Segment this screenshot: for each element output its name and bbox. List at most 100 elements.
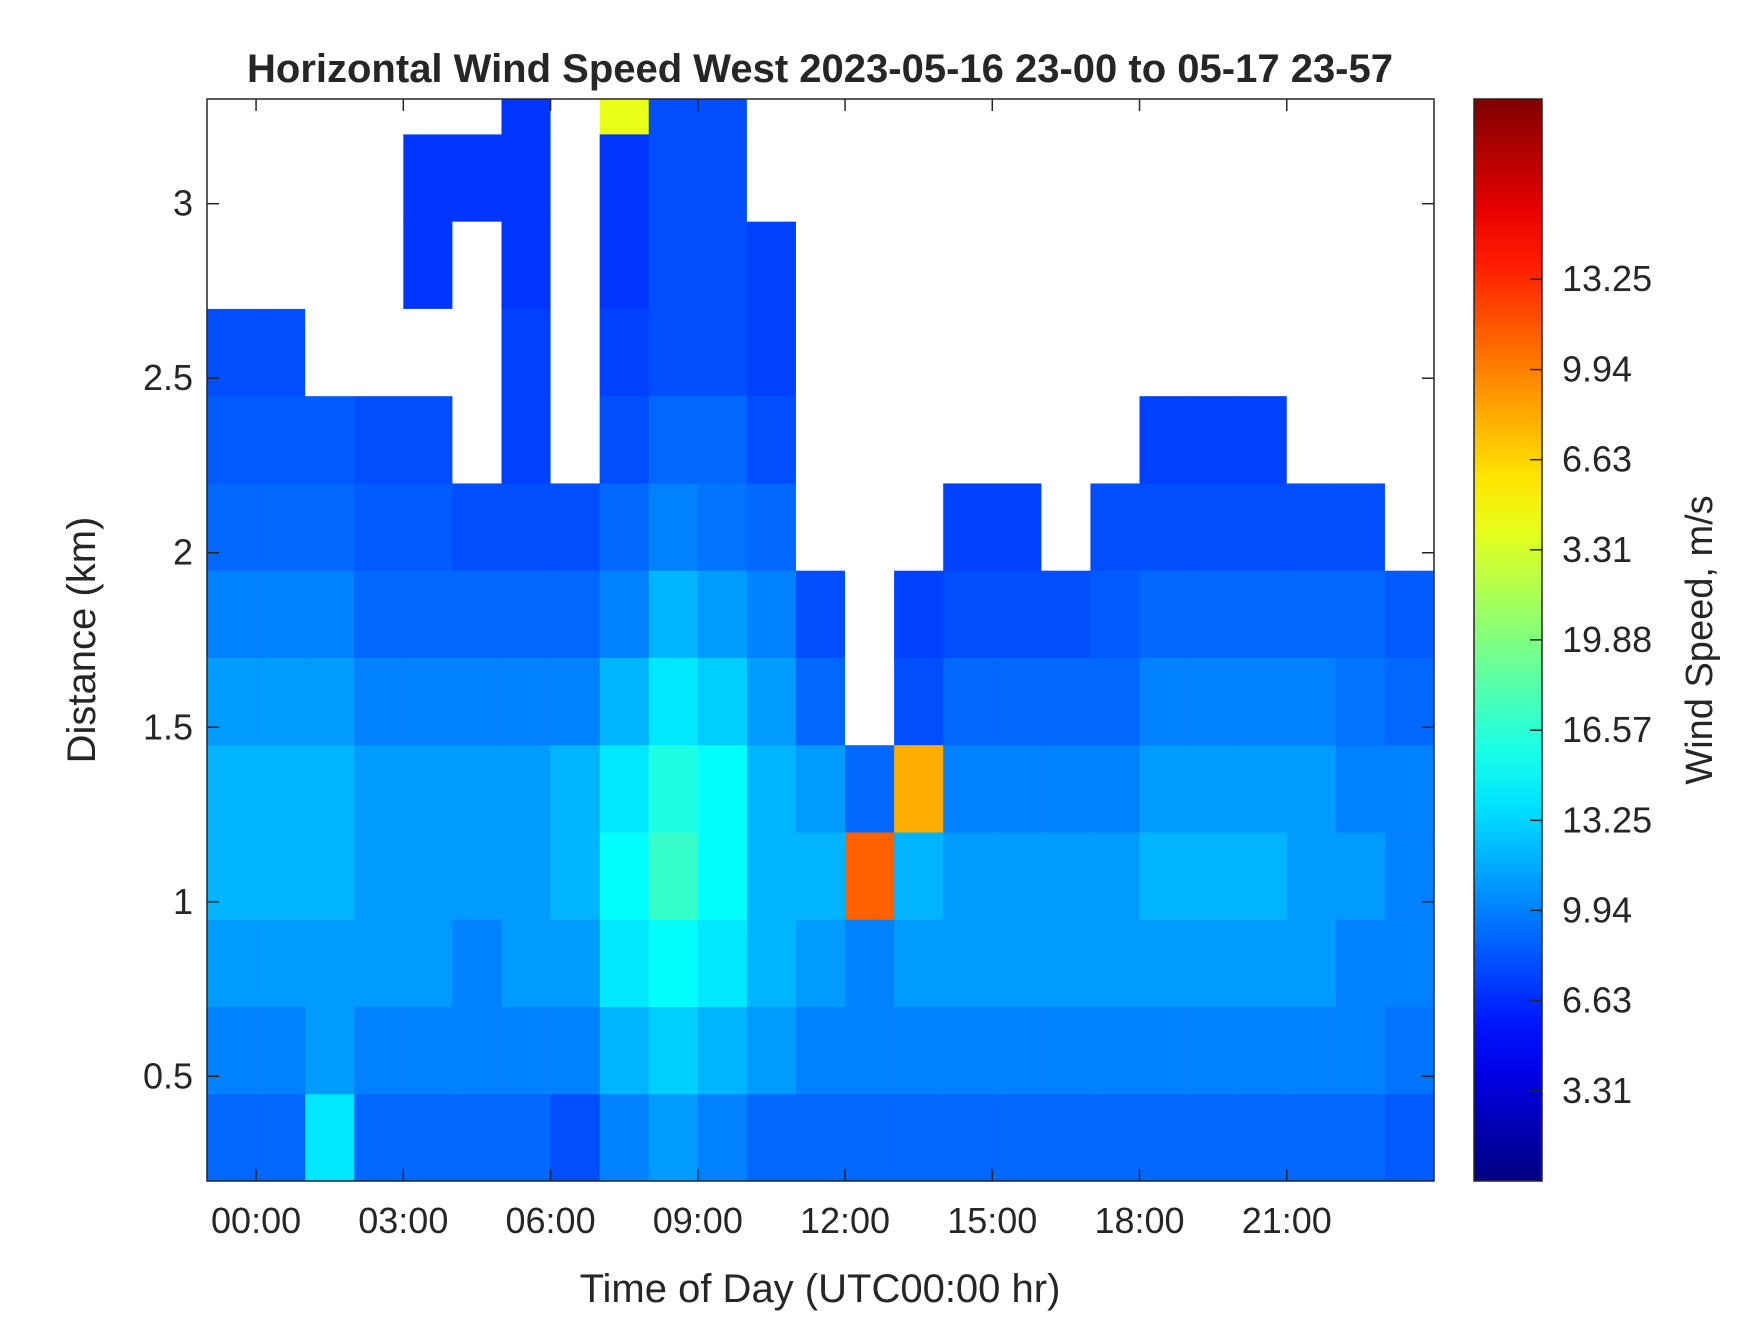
colorbar-tick-label: 9.94 — [1562, 889, 1632, 930]
heatmap-cell — [1041, 308, 1091, 397]
heatmap-cell — [795, 657, 846, 746]
heatmap-cell — [943, 1093, 993, 1182]
heatmap-cell — [1286, 1093, 1337, 1182]
heatmap-cell — [354, 744, 404, 833]
chart-title: Horizontal Wind Speed West 2023-05-16 23… — [247, 47, 1393, 91]
heatmap-cell — [256, 657, 306, 746]
heatmap-cell — [305, 308, 355, 397]
heatmap-cell — [256, 99, 306, 135]
heatmap-cell — [894, 308, 944, 397]
heatmap-cell — [1335, 482, 1386, 571]
heatmap-cell — [648, 919, 699, 1007]
heatmap-cell — [452, 1093, 502, 1182]
heatmap-cell — [501, 1093, 552, 1182]
heatmap-cell — [648, 221, 699, 309]
heatmap-cell — [403, 744, 453, 833]
heatmap-cell — [795, 99, 846, 135]
heatmap-cell — [354, 308, 404, 397]
heatmap-cell — [992, 570, 1042, 658]
heatmap-cell — [1286, 308, 1337, 397]
heatmap-cell — [1384, 831, 1435, 920]
heatmap-cell — [1041, 482, 1091, 571]
heatmap-cell — [1335, 657, 1386, 746]
colorbar-tick-label: 13.25 — [1562, 258, 1652, 299]
colorbar-tick-label: 6.63 — [1562, 980, 1632, 1021]
heatmap-cell — [1041, 221, 1091, 309]
heatmap-cell — [403, 919, 453, 1007]
x-axis: 00:00 03:00 06:00 09:00 12:00 15:00 18:00 21:00 — [211, 99, 1332, 1241]
heatmap-cell — [452, 831, 502, 920]
heatmap-cell — [894, 1006, 944, 1095]
heatmap-cell — [992, 133, 1042, 222]
heatmap-cell — [550, 657, 601, 746]
heatmap-cell — [599, 744, 650, 833]
heatmap-cell — [1090, 919, 1141, 1007]
heatmap-cell — [845, 1006, 895, 1095]
heatmap-cell — [403, 99, 453, 135]
heatmap-cell — [894, 395, 944, 484]
colorbar-tick-label: 3.31 — [1562, 1070, 1632, 1111]
heatmap-cell — [1090, 831, 1141, 920]
heatmap-cell — [599, 657, 650, 746]
heatmap-cell — [550, 744, 601, 833]
heatmap-cell — [1139, 99, 1190, 135]
heatmap-cell — [305, 831, 355, 920]
colorbar-tick-label: 19.88 — [1562, 619, 1652, 660]
heatmap-cell — [648, 831, 699, 920]
heatmap-cell — [894, 744, 944, 833]
colorbar-ticks: 3.31 6.63 9.94 13.25 16.57 19.88 3.31 6.63 9.94 1… — [1530, 258, 1652, 1111]
heatmap-cell — [305, 744, 355, 833]
x-tick-label: 09:00 — [653, 1200, 743, 1241]
heatmap-cell — [1090, 1006, 1141, 1095]
heatmap-cell — [1335, 570, 1386, 658]
heatmap-cell — [845, 133, 895, 222]
heatmap-cell — [452, 482, 502, 571]
heatmap-cell — [1139, 221, 1190, 309]
heatmap-cell — [403, 221, 453, 309]
heatmap-cell — [550, 919, 601, 1007]
heatmap-cell — [845, 919, 895, 1007]
heatmap-cells — [207, 99, 1435, 1182]
heatmap-cell — [1139, 657, 1190, 746]
heatmap-cell — [1237, 482, 1288, 571]
heatmap-cell — [845, 744, 895, 833]
heatmap-cell — [1041, 919, 1091, 1007]
heatmap-cell — [943, 99, 993, 135]
heatmap-cell — [943, 133, 993, 222]
heatmap-cell — [894, 99, 944, 135]
heatmap-cell — [648, 1006, 699, 1095]
heatmap-cell — [354, 99, 404, 135]
heatmap-cell — [1335, 1093, 1386, 1182]
heatmap-cell — [1041, 133, 1091, 222]
heatmap-cell — [452, 1006, 502, 1095]
heatmap-cell — [354, 395, 404, 484]
colorbar-tick-label: 6.63 — [1562, 439, 1632, 480]
heatmap-cell — [992, 395, 1042, 484]
heatmap-cell — [1384, 133, 1435, 222]
heatmap-cell — [1237, 395, 1288, 484]
plot-frame — [206, 98, 1435, 1182]
heatmap-cell — [894, 221, 944, 309]
heatmap-cell — [599, 482, 650, 571]
heatmap-cell — [992, 221, 1042, 309]
colorbar-tick-label: 3.31 — [1562, 529, 1632, 570]
y-tick-label: 1.5 — [143, 706, 193, 747]
heatmap-cell — [697, 657, 748, 746]
heatmap-cell — [1237, 1093, 1288, 1182]
heatmap-cell — [599, 308, 650, 397]
heatmap-cell — [992, 831, 1042, 920]
heatmap-cell — [648, 395, 699, 484]
x-tick-label: 21:00 — [1242, 1200, 1332, 1241]
x-tick-label: 03:00 — [358, 1200, 448, 1241]
heatmap-cell — [1139, 1093, 1190, 1182]
heatmap-cell — [305, 657, 355, 746]
heatmap-cell — [1139, 133, 1190, 222]
heatmap-cell — [1384, 570, 1435, 658]
heatmap-cell — [648, 133, 699, 222]
heatmap-cell — [1237, 831, 1288, 920]
heatmap-cell — [1139, 570, 1190, 658]
heatmap-cell — [845, 99, 895, 135]
heatmap-cell — [943, 744, 993, 833]
heatmap-cell — [648, 1093, 699, 1182]
